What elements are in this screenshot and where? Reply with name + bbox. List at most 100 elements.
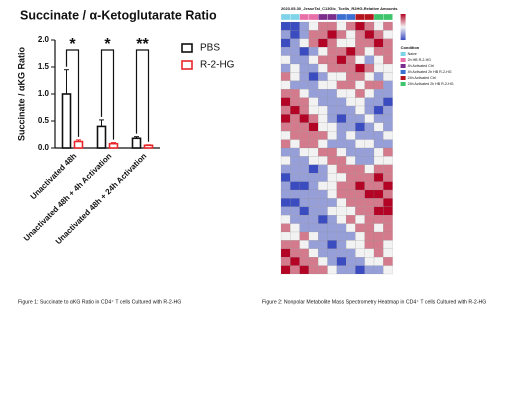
heatmap-cell [290, 265, 300, 275]
heatmap-cell [308, 105, 319, 115]
heatmap-cell [336, 47, 347, 56]
heatmap-cell [336, 30, 347, 39]
heatmap-cell [299, 105, 309, 115]
heatmap-cell [355, 139, 365, 149]
heatmap-cell [346, 38, 356, 48]
heatmap-cell [290, 164, 300, 174]
heatmap-cell [346, 147, 356, 157]
heatmap-cell [290, 122, 300, 132]
heatmap-cell [346, 139, 356, 149]
heatmap-cell [383, 257, 393, 266]
heatmap-cell [308, 240, 319, 249]
column-annotation [290, 13, 300, 21]
heatmap-cell [318, 38, 328, 48]
heatmap-cell [327, 147, 337, 157]
legend-label: 24h Activated 2h HB R-2-HG [408, 82, 454, 86]
bar [96, 125, 107, 149]
heatmap-cell [290, 114, 300, 123]
y-tick-label: 0.0 [38, 143, 50, 152]
heatmap-cell [373, 181, 384, 191]
bar-chart-title: Succinate / α-Ketoglutarate Ratio [20, 8, 217, 22]
heatmap-cell [346, 97, 356, 107]
caption: Figure 2: Nonpolar Metabolite Mass Spect… [262, 299, 486, 305]
heatmap-cell [364, 97, 375, 107]
heatmap-cell [355, 265, 365, 275]
significance-label: * [104, 36, 111, 53]
legend-label: 24h Activated Ctrl [408, 76, 436, 80]
heatmap-cell [383, 55, 393, 65]
y-tick-label: 1.5 [38, 62, 50, 71]
heatmap-cell [383, 181, 393, 191]
heatmap-cell [280, 257, 291, 266]
heatmap-cell [308, 38, 319, 48]
heatmap-cell [299, 147, 309, 157]
heatmap-cell [383, 240, 393, 249]
heatmap-cell [355, 156, 365, 165]
heatmap-cell [280, 38, 291, 48]
heatmap-cell [373, 63, 384, 73]
heatmap-cell [355, 72, 365, 81]
heatmap-cell [318, 105, 328, 115]
heatmap-cell [383, 206, 393, 216]
heatmap-cell [290, 38, 300, 48]
heatmap-cell [308, 47, 319, 56]
heatmap-cell [290, 206, 300, 216]
heatmap-cell [299, 80, 309, 90]
heatmap-cell [346, 47, 356, 56]
heatmap-cell [383, 147, 393, 157]
legend-swatch [181, 43, 193, 53]
heatmap-cell [383, 265, 393, 275]
significance-bracket [135, 49, 150, 142]
heatmap-cell [383, 231, 393, 241]
heatmap-cell [290, 63, 300, 73]
heatmap-cell [336, 139, 347, 149]
heatmap-cell [318, 240, 328, 249]
heatmap-cell [318, 21, 328, 31]
heatmap-cell [299, 231, 309, 241]
heatmap-cell [308, 156, 319, 165]
heatmap-cell [327, 173, 337, 182]
heatmap-cell [327, 181, 337, 191]
heatmap-cell [364, 55, 375, 65]
heatmap-cell [290, 30, 300, 39]
heatmap-cell [308, 139, 319, 149]
bar [108, 142, 119, 149]
heatmap-cell [336, 181, 347, 191]
heatmap-cell [373, 156, 384, 165]
heatmap-cell [327, 206, 337, 216]
heatmap-cell [308, 265, 319, 275]
heatmap-cell [355, 147, 365, 157]
heatmap-cell [318, 173, 328, 182]
heatmap-cell [373, 265, 384, 275]
heatmap-cell [355, 215, 365, 224]
heatmap-cell [364, 156, 375, 165]
heatmap-cell [290, 173, 300, 182]
legend-swatch [400, 82, 406, 86]
heatmap-cell [299, 131, 309, 140]
heatmap-cell [346, 80, 356, 90]
heatmap-cell [336, 72, 347, 81]
heatmap-cell [290, 131, 300, 140]
heatmap-cell [327, 122, 337, 132]
heatmap-cell [308, 164, 319, 174]
heatmap-cell [327, 240, 337, 249]
heatmap-cell [336, 231, 347, 241]
heatmap-cell [355, 131, 365, 140]
heatmap-cell [280, 164, 291, 174]
column-annotation [355, 13, 365, 21]
heatmap-cell [336, 114, 347, 123]
heatmap-cell [318, 248, 328, 258]
heatmap-cell [318, 231, 328, 241]
heatmap-cell [383, 215, 393, 224]
column-annotation [280, 13, 291, 21]
heatmap-cell [308, 147, 319, 157]
heatmap-cell [364, 231, 375, 241]
heatmap-cell [290, 97, 300, 107]
heatmap-cell [280, 97, 291, 107]
heatmap-cell [383, 122, 393, 132]
heatmap-cell [336, 198, 347, 207]
heatmap-cell [280, 114, 291, 123]
heatmap-cell [318, 63, 328, 73]
heatmap-cell [336, 63, 347, 73]
heatmap-cell [299, 30, 309, 39]
